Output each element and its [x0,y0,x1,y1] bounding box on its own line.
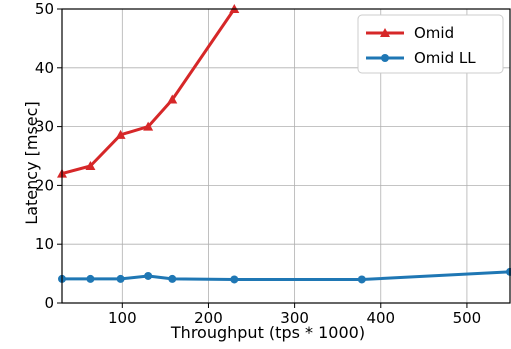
series-line-omid [61,8,236,176]
axis-ticks: 100 200 300 400 500 0 10 20 30 40 50 [35,0,481,327]
legend-marker [380,28,390,37]
data-point [115,129,126,139]
series-layer [57,4,511,284]
data-point [230,275,239,284]
y-tick-label: 50 [35,0,54,18]
data-point [144,271,153,280]
y-tick-label: 20 [35,176,54,194]
y-tick-label: 30 [35,118,54,136]
y-axis-label: Latency [msec] [22,101,41,224]
y-tick-label: 10 [35,235,54,253]
x-tick-label: 300 [280,309,309,327]
data-point [168,274,177,283]
data-point [167,94,178,104]
data-point [116,274,125,283]
x-tick-label: 200 [194,309,223,327]
data-point [85,160,96,170]
x-tick-label: 500 [453,309,482,327]
series-line-omid-ll [62,270,511,281]
legend-label: Omid [414,24,454,42]
y-tick-label: 40 [35,59,54,77]
legend: Omid Omid LL [357,14,504,74]
x-axis-label: Throughput (tps * 1000) [170,323,365,342]
data-point [357,275,366,284]
y-tick-label: 0 [44,294,54,312]
data-point [86,274,95,283]
x-tick-label: 400 [366,309,395,327]
plot-area-frame [61,8,511,304]
x-tick-label: 100 [108,309,137,327]
legend-marker [381,54,389,62]
data-point [143,121,154,131]
legend-label: Omid LL [414,49,476,67]
